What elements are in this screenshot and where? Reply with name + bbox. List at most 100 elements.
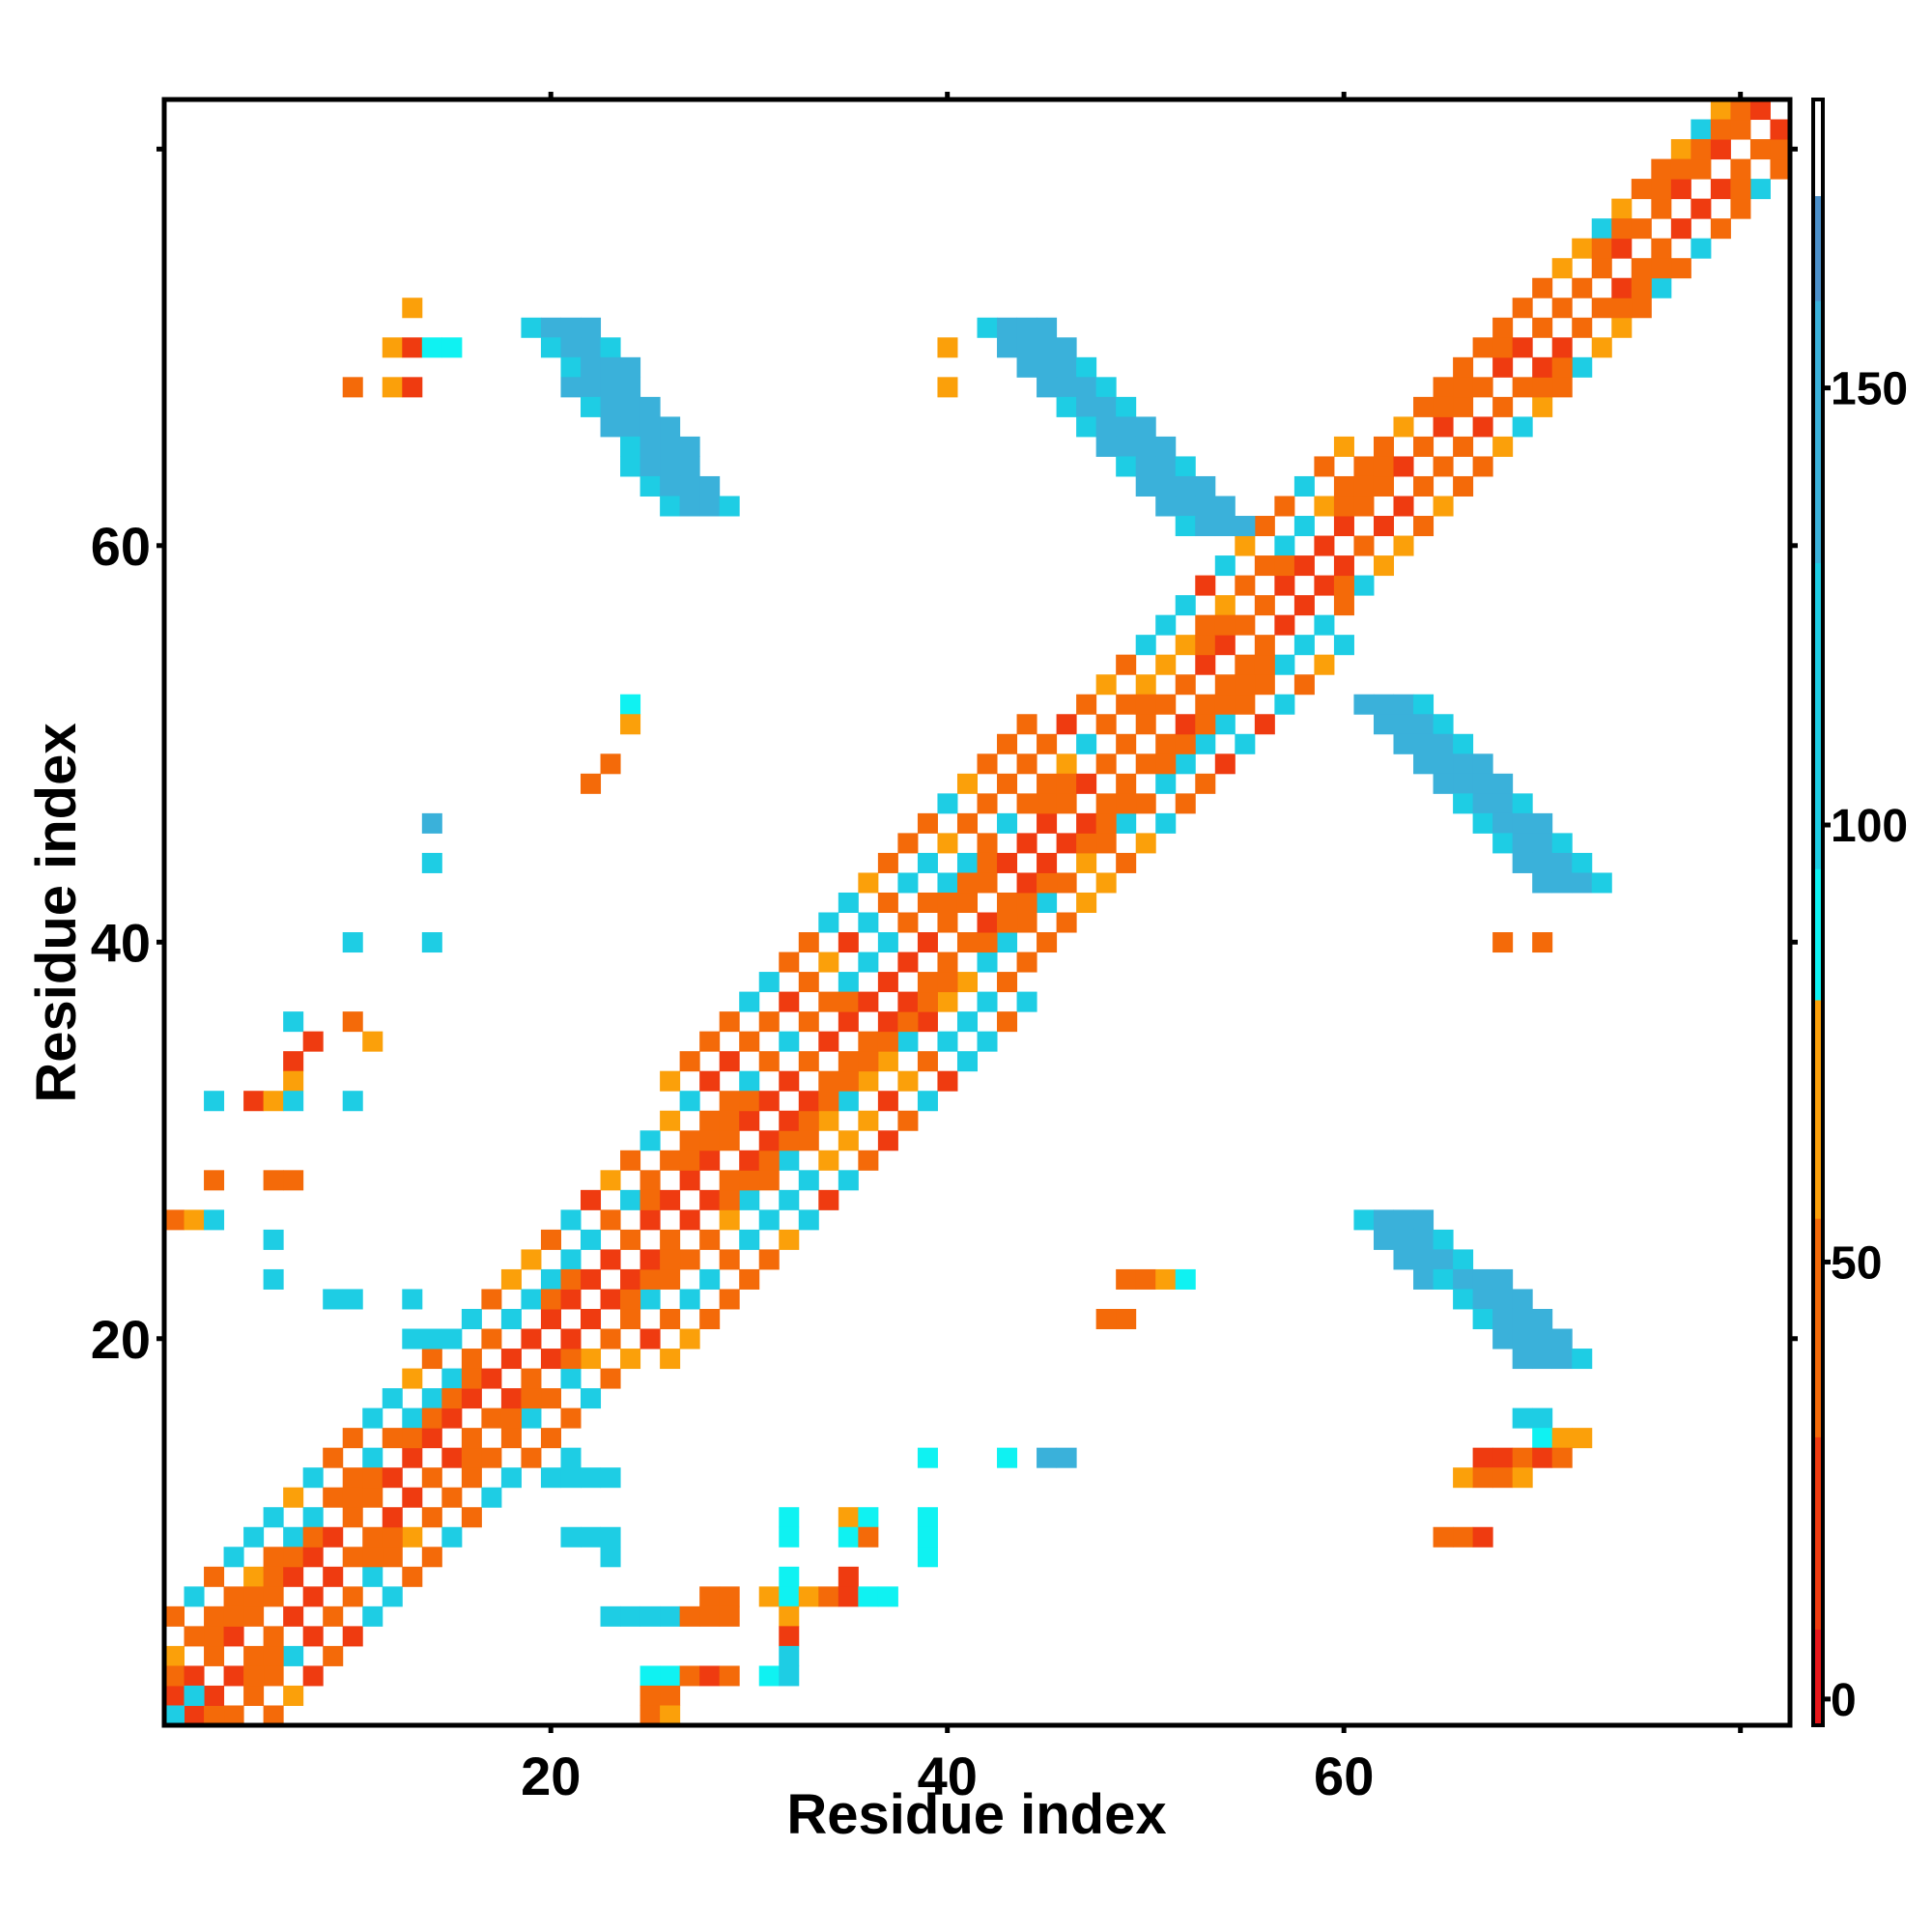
heatmap-cell (1472, 416, 1493, 438)
heatmap-cell (679, 1328, 700, 1350)
heatmap-cell (779, 1665, 800, 1687)
heatmap-cell (1016, 753, 1037, 775)
heatmap-cell (937, 991, 958, 1012)
heatmap-cell (362, 1031, 384, 1052)
heatmap-cell (1214, 614, 1236, 636)
heatmap-cell (1135, 674, 1156, 696)
heatmap-cell (1532, 317, 1553, 338)
heatmap-cell (1116, 1308, 1137, 1330)
heatmap-cell (838, 991, 859, 1012)
heatmap-cell (1373, 1229, 1395, 1250)
heatmap-cell (1353, 496, 1375, 517)
heatmap-cell (283, 1566, 304, 1587)
heatmap-cell (1016, 793, 1037, 814)
heatmap-cell (1056, 377, 1077, 398)
heatmap-cell (758, 1586, 780, 1607)
heatmap-cell (1690, 158, 1712, 180)
heatmap-cell (441, 1328, 463, 1350)
heatmap-cell (997, 892, 1018, 913)
heatmap-cell (937, 1031, 958, 1052)
heatmap-cell (1453, 1467, 1474, 1489)
heatmap-cell (600, 1328, 621, 1350)
heatmap-cell (1116, 416, 1137, 438)
heatmap-cell (858, 1070, 879, 1092)
heatmap-cell (639, 1605, 661, 1627)
heatmap-cell (1314, 575, 1335, 596)
heatmap-cell (858, 1586, 879, 1607)
heatmap-cell (719, 1130, 740, 1151)
heatmap-cell (560, 356, 582, 378)
heatmap-cell (779, 1189, 800, 1210)
heatmap-cell (779, 1507, 800, 1528)
heatmap-cell (699, 475, 721, 497)
heatmap-cell (283, 1170, 304, 1191)
heatmap-cell (1274, 694, 1295, 715)
heatmap-cell (1393, 496, 1414, 517)
heatmap-cell (917, 812, 938, 834)
heatmap-cell (739, 1189, 760, 1210)
heatmap-cell (1254, 516, 1275, 537)
heatmap-cell (1353, 575, 1375, 596)
heatmap-cell (302, 1031, 324, 1052)
heatmap-cell (581, 396, 602, 417)
heatmap-cell (1413, 516, 1435, 537)
heatmap-cell (660, 1189, 681, 1210)
heatmap-cell (1433, 733, 1454, 754)
heatmap-cell (1076, 356, 1097, 378)
heatmap-cell (1353, 535, 1375, 556)
heatmap-cell (600, 1209, 621, 1231)
heatmap-cell (639, 1665, 661, 1687)
heatmap-cell (323, 1645, 344, 1666)
heatmap-cell (1651, 179, 1672, 200)
heatmap-cell (1532, 1407, 1553, 1429)
heatmap-cell (639, 475, 661, 497)
heatmap-cell (1274, 575, 1295, 596)
heatmap-cell (481, 1289, 502, 1310)
heatmap-cell (1670, 139, 1691, 160)
heatmap-cell (1433, 1526, 1454, 1548)
heatmap-cell (402, 1328, 423, 1350)
heatmap-cell (1095, 1308, 1117, 1330)
heatmap-cell (1155, 753, 1177, 775)
heatmap-cell (1214, 635, 1236, 656)
heatmap-cell (719, 1110, 740, 1131)
heatmap-cell (1512, 1289, 1533, 1310)
heatmap-cell (1393, 1209, 1414, 1231)
heatmap-cell (1314, 654, 1335, 675)
heatmap-cell (838, 1566, 859, 1587)
heatmap-cell (600, 1289, 621, 1310)
heatmap-cell (620, 1229, 641, 1250)
heatmap-cell (937, 872, 958, 894)
heatmap-cell (1512, 416, 1533, 438)
heatmap-cell (1551, 337, 1573, 358)
heatmap-cell (838, 1070, 859, 1092)
heatmap-cell (1373, 456, 1395, 477)
heatmap-cell (1076, 773, 1097, 794)
heatmap-cell (1037, 317, 1058, 338)
heatmap-cell (323, 1526, 344, 1548)
heatmap-cell (838, 892, 859, 913)
heatmap-cell (481, 1487, 502, 1508)
heatmap-cell (1472, 377, 1493, 398)
heatmap-cell (1472, 1467, 1493, 1489)
heatmap-cell (600, 396, 621, 417)
heatmap-cell (421, 932, 442, 953)
heatmap-cell (302, 1467, 324, 1489)
heatmap-cell (441, 337, 463, 358)
heatmap-cell (1135, 694, 1156, 715)
heatmap-cell (639, 436, 661, 457)
heatmap-cell (243, 1526, 265, 1548)
heatmap-cell (1453, 793, 1474, 814)
heatmap-cell (1551, 1428, 1573, 1449)
heatmap-cell (1016, 317, 1037, 338)
heatmap-cell (1433, 1229, 1454, 1250)
heatmap-cell (600, 1526, 621, 1548)
heatmap-cell (581, 1189, 602, 1210)
heatmap-cell (1135, 753, 1156, 775)
heatmap-cell (402, 1289, 423, 1310)
heatmap-cell (719, 1605, 740, 1627)
heatmap-cell (1195, 635, 1216, 656)
heatmap-cell (1016, 337, 1037, 358)
heatmap-cell (1314, 496, 1335, 517)
heatmap-cell (1472, 1447, 1493, 1468)
